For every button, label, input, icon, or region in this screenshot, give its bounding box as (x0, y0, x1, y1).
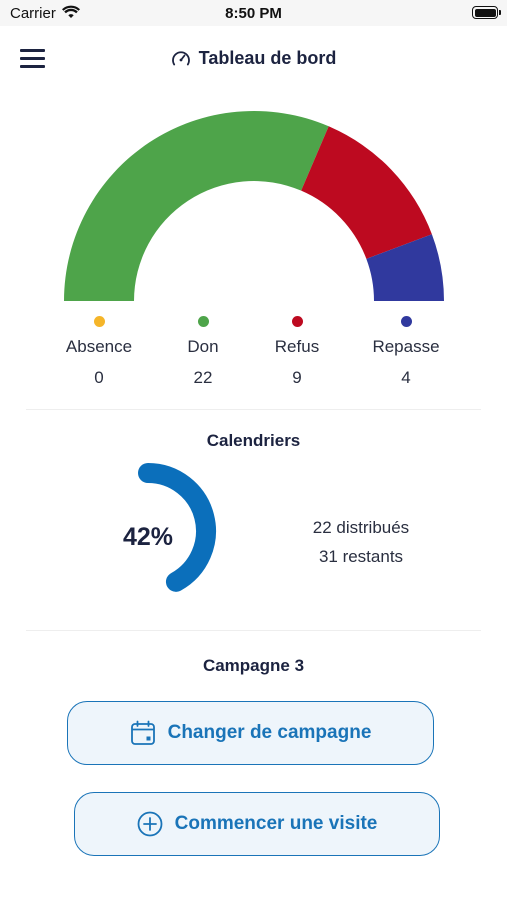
page-title-label: Tableau de bord (198, 48, 337, 68)
legend-count: 4 (401, 368, 411, 387)
legend-item-repasse: Repasse 4 (346, 316, 466, 388)
legend-dot (400, 316, 412, 327)
legend-label: Don (187, 337, 219, 356)
calendriers-remaining: 31 restants (318, 547, 404, 566)
legend-label: Repasse (372, 337, 440, 356)
calendriers-title: Calendriers (206, 431, 301, 450)
menu-button[interactable] (20, 47, 46, 69)
calendriers-stats: 22 distribués 31 restants (280, 513, 442, 571)
gauge-segment-don (64, 111, 329, 301)
legend-item-refus: Refus 9 (237, 316, 357, 388)
legend-count: 9 (292, 368, 302, 387)
results-gauge (64, 111, 444, 301)
hamburger-menu-icon (20, 49, 45, 52)
divider (26, 630, 481, 631)
battery-icon (472, 6, 501, 19)
legend-count: 0 (94, 368, 104, 387)
change-campaign-button[interactable]: Changer de campagne (67, 701, 434, 765)
legend-count: 22 (193, 368, 213, 387)
legend-dot (93, 316, 105, 327)
campaign-title: Campagne 3 (202, 656, 305, 675)
divider (26, 409, 481, 410)
change-campaign-label: Changer de campagne (167, 722, 372, 743)
gauge-segment-refus (301, 126, 432, 259)
hamburger-menu-line (20, 65, 45, 68)
start-visit-button[interactable]: Commencer une visite (74, 792, 440, 856)
calendriers-distributed: 22 distribués (312, 518, 410, 537)
calendar-icon (130, 720, 155, 745)
plus-circle-icon (137, 811, 163, 837)
hamburger-menu-line (20, 57, 45, 60)
status-time: 8:50 PM (225, 5, 282, 22)
wifi-icon (62, 5, 80, 24)
carrier-label: Carrier (10, 5, 56, 22)
calendriers-percent: 42% (122, 523, 174, 551)
calendriers-progress-ring (138, 463, 216, 592)
start-visit-label: Commencer une visite (174, 813, 378, 834)
speedometer-icon (171, 50, 190, 65)
legend-label: Refus (274, 337, 320, 356)
legend-label: Absence (65, 337, 133, 356)
legend-dot (291, 316, 303, 327)
legend-item-don: Don 22 (143, 316, 263, 388)
gauge-segment-repasse (366, 234, 444, 301)
page-title: Tableau de bord (0, 48, 507, 69)
legend-dot (197, 316, 209, 327)
calendriers-progress-arc (138, 463, 216, 592)
status-bar: Carrier 8:50 PM (0, 0, 507, 26)
legend-item-absence: Absence 0 (39, 316, 159, 388)
